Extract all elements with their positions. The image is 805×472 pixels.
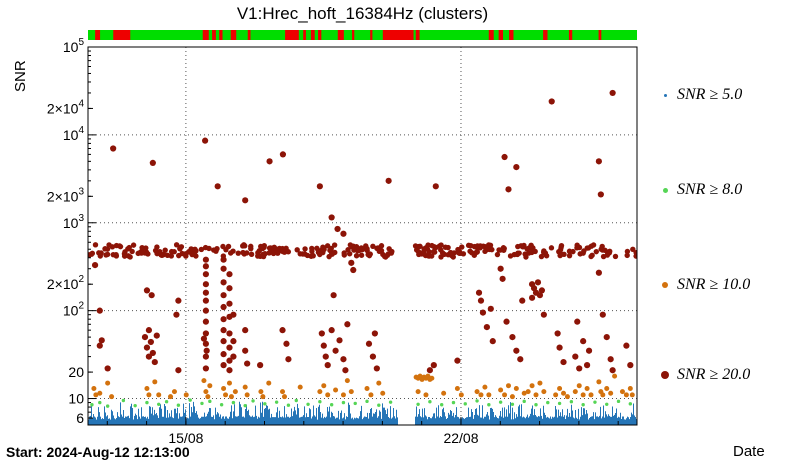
snr20-marker-icon bbox=[661, 371, 669, 379]
legend: SNR ≥ 5.0 SNR ≥ 8.0 SNR ≥ 10.0 SNR ≥ 20.… bbox=[658, 0, 805, 440]
snr10-series bbox=[91, 373, 635, 400]
legend-label: SNR ≥ 5.0 bbox=[677, 86, 743, 103]
snr10-marker-icon bbox=[662, 282, 668, 288]
data-layer bbox=[88, 89, 637, 425]
svg-text:2×104: 2×104 bbox=[47, 98, 85, 116]
x-axis-title: Date bbox=[733, 443, 765, 460]
svg-text:2×103: 2×103 bbox=[47, 186, 85, 204]
legend-marker-box bbox=[658, 93, 672, 97]
snr8-series bbox=[90, 398, 633, 408]
plot-frame bbox=[87, 46, 638, 426]
legend-item-snr10: SNR ≥ 10.0 bbox=[658, 275, 750, 295]
svg-text:15/08: 15/08 bbox=[168, 430, 203, 446]
legend-item-snr20: SNR ≥ 20.0 bbox=[658, 365, 750, 385]
legend-label: SNR ≥ 8.0 bbox=[677, 181, 743, 198]
svg-text:22/08: 22/08 bbox=[443, 430, 478, 446]
y-axis-title: SNR bbox=[12, 60, 29, 92]
svg-text:10: 10 bbox=[68, 391, 84, 407]
gridlines bbox=[88, 47, 637, 425]
legend-item-snr8: SNR ≥ 8.0 bbox=[658, 180, 742, 200]
snr5-marker-icon bbox=[663, 93, 667, 97]
legend-marker-box bbox=[658, 187, 672, 193]
svg-text:6: 6 bbox=[76, 410, 84, 426]
cluster-band-series bbox=[88, 242, 637, 260]
svg-text:104: 104 bbox=[63, 125, 85, 143]
svg-text:105: 105 bbox=[63, 37, 85, 55]
status-segment-bar bbox=[88, 30, 637, 40]
legend-marker-box bbox=[658, 371, 672, 379]
chart-title: V1:Hrec_hoft_16384Hz (clusters) bbox=[236, 4, 489, 23]
svg-text:103: 103 bbox=[63, 213, 85, 231]
snr8-marker-icon bbox=[662, 187, 668, 193]
svg-text:102: 102 bbox=[63, 301, 85, 319]
start-time-label: Start: 2024-Aug-12 12:13:00 bbox=[6, 444, 190, 460]
noise-floor-series bbox=[88, 401, 637, 425]
legend-label: SNR ≥ 10.0 bbox=[677, 276, 751, 293]
snr20-series bbox=[91, 89, 634, 374]
svg-text:2×102: 2×102 bbox=[47, 274, 85, 292]
legend-item-snr5: SNR ≥ 5.0 bbox=[658, 85, 742, 105]
legend-label: SNR ≥ 20.0 bbox=[677, 366, 751, 383]
axis-tick-labels: 105 2×104 104 2×103 103 2×102 102 20 10 6 15/08 22/… bbox=[47, 37, 479, 446]
svg-text:20: 20 bbox=[68, 364, 84, 380]
legend-marker-box bbox=[658, 282, 672, 288]
axis-ticks bbox=[88, 46, 619, 425]
